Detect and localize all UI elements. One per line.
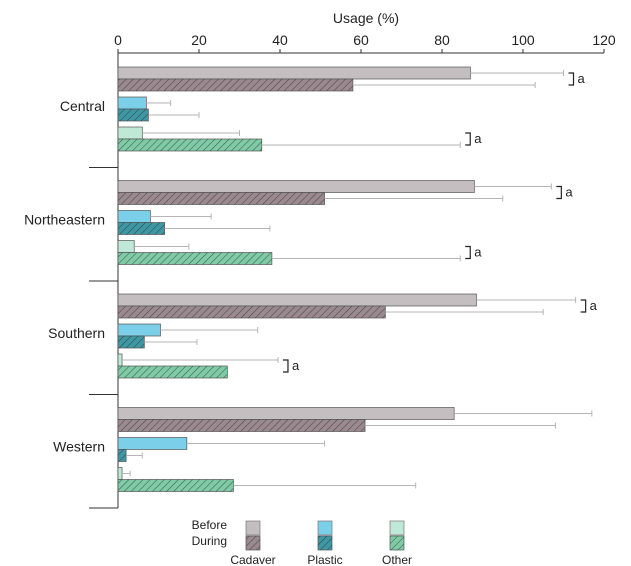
significance-label-other-southern: a <box>292 358 300 373</box>
legend-label-cadaver: Cadaver <box>230 553 275 566</box>
bar-hatch-plastic-during-northeastern <box>118 222 165 235</box>
legend-swatch-during-hatch-other <box>390 536 404 550</box>
bar-cadaver-before-southern <box>117 293 477 307</box>
bar-cadaver-before-western <box>117 407 455 420</box>
category-label-western: Western <box>53 438 105 454</box>
x-tick-label-120: 120 <box>592 32 616 48</box>
error-bars-layer <box>122 70 593 489</box>
significance-bracket-other-northeastern <box>465 245 471 260</box>
bar-plastic-before-southern <box>117 323 161 337</box>
bar-plastic-before-northeastern <box>117 210 151 223</box>
bar-hatch-plastic-during-western <box>118 449 127 462</box>
bar-plastic-before-central <box>117 96 147 110</box>
legend-swatch-before-cadaver <box>245 520 261 536</box>
category-label-northeastern: Northeastern <box>24 211 105 227</box>
category-label-southern: Southern <box>48 325 105 341</box>
legend-swatch-during-hatch-cadaver <box>246 536 260 550</box>
bar-plastic-before-western <box>117 437 188 450</box>
bar-hatch-cadaver-during-central <box>118 79 353 91</box>
bar-hatch-other-during-southern <box>118 366 228 378</box>
x-axis: 0 20 40 60 80 100 120 <box>114 32 616 54</box>
significance-bracket-other-southern <box>282 359 289 373</box>
significance-label-cadaver-southern: a <box>590 298 598 313</box>
bar-hatch-cadaver-during-northeastern <box>118 192 325 205</box>
bar-other-before-western <box>117 467 123 480</box>
x-tick-label-20: 20 <box>191 32 207 48</box>
x-tick-label-0: 0 <box>114 32 122 48</box>
bar-other-before-southern <box>117 353 123 367</box>
legend-swatch-before-plastic <box>317 520 333 536</box>
significance-label-cadaver-northeastern: a <box>565 185 573 200</box>
legend-swatch-before-other <box>389 520 405 536</box>
bar-cadaver-before-central <box>117 66 471 80</box>
bar-other-before-northeastern <box>117 240 135 253</box>
bar-hatch-other-during-central <box>118 139 262 151</box>
x-tick-label-80: 80 <box>434 32 450 48</box>
significance-layer: a a a a a a <box>282 71 598 373</box>
bar-hatch-plastic-during-central <box>118 109 149 121</box>
x-tick-label-40: 40 <box>272 32 288 48</box>
bar-cadaver-before-northeastern <box>117 180 475 193</box>
x-tick-label-100: 100 <box>511 32 535 48</box>
significance-label-cadaver-central: a <box>578 71 586 86</box>
legend-swatch-during-hatch-plastic <box>318 536 332 550</box>
category-label-central: Central <box>60 98 105 114</box>
x-tick-label-60: 60 <box>353 32 369 48</box>
bar-hatch-plastic-during-southern <box>118 336 145 348</box>
significance-bracket-other-central <box>465 132 471 146</box>
bar-hatch-cadaver-during-western <box>118 419 366 432</box>
bar-hatch-cadaver-during-southern <box>118 306 386 318</box>
bar-other-before-central <box>117 126 143 140</box>
y-axis: Central Northeastern Southern Western <box>24 53 119 509</box>
x-axis-title: Usage (%) <box>333 10 399 26</box>
bar-hatch-other-during-western <box>118 479 234 492</box>
significance-label-other-northeastern: a <box>474 245 482 260</box>
significance-bracket-cadaver-northeastern <box>556 185 562 200</box>
legend-row-label-before: Before <box>192 518 228 532</box>
legend-label-plastic: Plastic <box>307 553 342 566</box>
legend-row-label-during: During <box>192 534 227 548</box>
significance-bracket-cadaver-central <box>568 72 575 86</box>
bar-hatch-other-during-northeastern <box>118 252 272 265</box>
legend-label-other: Other <box>382 553 412 566</box>
significance-bracket-cadaver-southern <box>580 299 587 313</box>
bars-layer <box>117 66 477 492</box>
significance-label-other-central: a <box>474 131 482 146</box>
